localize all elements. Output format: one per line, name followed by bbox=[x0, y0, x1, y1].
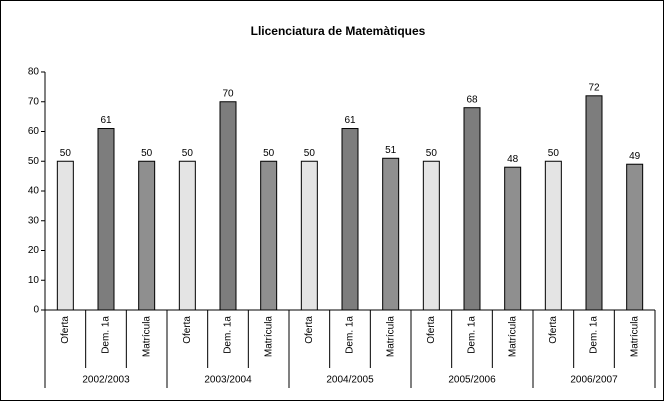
value-label: 61 bbox=[344, 115, 356, 126]
x-tick-label: Oferta bbox=[304, 316, 315, 344]
value-label: 50 bbox=[182, 148, 194, 159]
bar bbox=[97, 128, 115, 311]
x-tick-label: Dem. 1a bbox=[101, 316, 112, 354]
x-tick-label: Oferta bbox=[426, 316, 437, 344]
y-tick-label: 40 bbox=[28, 186, 40, 197]
value-label: 50 bbox=[548, 148, 560, 159]
group-label: 2004/2005 bbox=[326, 375, 374, 386]
x-tick-label: Matrícula bbox=[385, 316, 396, 358]
bar bbox=[178, 160, 196, 311]
x-tick-label: Oferta bbox=[60, 316, 71, 344]
x-tick-label: Matrícula bbox=[507, 316, 518, 358]
value-label: 50 bbox=[263, 148, 275, 159]
y-tick-label: 0 bbox=[33, 305, 39, 316]
group-label: 2002/2003 bbox=[82, 375, 130, 386]
x-tick-label: Dem. 1a bbox=[589, 316, 600, 354]
group-label: 2003/2004 bbox=[204, 375, 252, 386]
bar bbox=[56, 160, 74, 311]
y-tick-label: 50 bbox=[28, 156, 40, 167]
value-label: 50 bbox=[60, 148, 72, 159]
value-label: 50 bbox=[141, 148, 153, 159]
bar bbox=[219, 101, 237, 311]
group-label: 2006/2007 bbox=[570, 375, 618, 386]
bar bbox=[422, 160, 440, 311]
value-label: 70 bbox=[222, 88, 234, 99]
bar bbox=[585, 95, 603, 311]
y-tick-label: 80 bbox=[28, 67, 40, 78]
bar bbox=[300, 160, 318, 311]
value-label: 48 bbox=[507, 154, 519, 165]
bar bbox=[626, 163, 644, 311]
bar bbox=[138, 160, 156, 311]
y-tick-label: 30 bbox=[28, 215, 40, 226]
value-label: 50 bbox=[426, 148, 438, 159]
x-tick-label: Dem. 1a bbox=[467, 316, 478, 354]
x-tick-label: Dem. 1a bbox=[223, 316, 234, 354]
value-label: 51 bbox=[385, 145, 397, 156]
bar bbox=[463, 107, 481, 311]
y-tick-label: 60 bbox=[28, 126, 40, 137]
x-tick-label: Oferta bbox=[182, 316, 193, 344]
value-label: 68 bbox=[466, 94, 478, 105]
x-tick-label: Matrícula bbox=[263, 316, 274, 358]
value-label: 50 bbox=[304, 148, 316, 159]
bar bbox=[260, 160, 278, 311]
chart-title: Llicenciatura de Matemàtiques bbox=[251, 24, 426, 38]
bar bbox=[544, 160, 562, 311]
group-label: 2005/2006 bbox=[448, 375, 496, 386]
bar bbox=[382, 157, 400, 311]
y-tick-label: 20 bbox=[28, 245, 40, 256]
value-label: 61 bbox=[100, 115, 112, 126]
y-tick-label: 10 bbox=[28, 275, 40, 286]
bar bbox=[504, 166, 522, 311]
x-tick-label: Oferta bbox=[548, 316, 559, 344]
bar bbox=[341, 128, 359, 311]
value-label: 72 bbox=[588, 82, 600, 93]
y-tick-label: 70 bbox=[28, 96, 40, 107]
x-tick-label: Matrícula bbox=[629, 316, 640, 358]
value-label: 49 bbox=[629, 151, 641, 162]
x-tick-label: Matrícula bbox=[141, 316, 152, 358]
x-tick-label: Dem. 1a bbox=[345, 316, 356, 354]
